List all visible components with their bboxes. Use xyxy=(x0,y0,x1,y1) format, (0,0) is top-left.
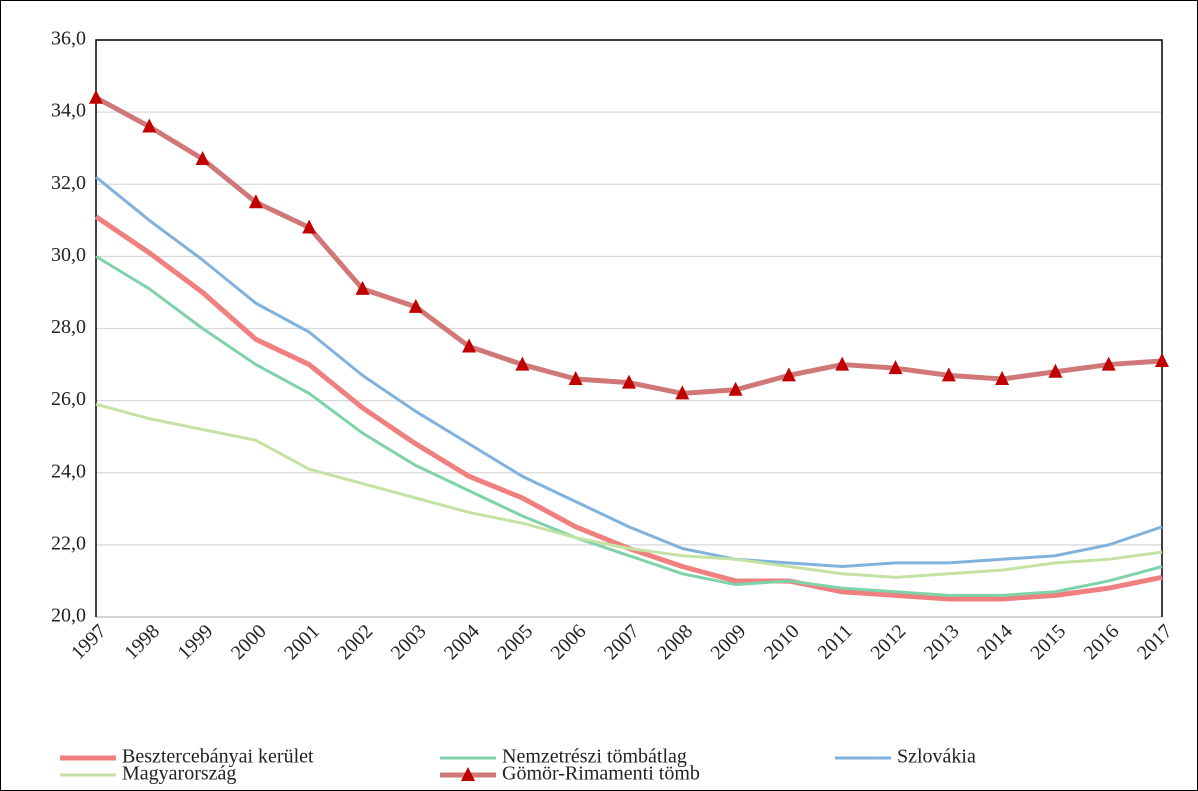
data-marker xyxy=(195,151,210,166)
plot-border xyxy=(95,39,1163,617)
y-tick-label: 22,0 xyxy=(51,532,86,554)
data-marker xyxy=(781,367,796,382)
series-line xyxy=(95,402,1163,579)
data-marker xyxy=(462,338,477,353)
data-marker xyxy=(1101,356,1116,371)
data-marker xyxy=(728,381,743,396)
data-marker xyxy=(568,370,583,385)
data-marker xyxy=(302,219,317,234)
data-marker xyxy=(89,89,103,104)
data-marker xyxy=(622,374,636,389)
data-marker xyxy=(1155,352,1169,367)
data-marker xyxy=(248,194,263,209)
legend-marker xyxy=(461,767,475,781)
legend-label: Magyarország xyxy=(122,763,236,785)
data-marker xyxy=(835,356,850,371)
legend-label: Gömör-Rimamenti tömb xyxy=(502,763,700,785)
y-tick-label: 28,0 xyxy=(51,316,86,338)
y-tick-label: 34,0 xyxy=(51,100,86,122)
legend-label: Szlovákia xyxy=(897,746,976,768)
y-tick-label: 24,0 xyxy=(51,460,86,482)
y-tick-label: 36,0 xyxy=(51,28,86,50)
data-marker xyxy=(1048,363,1063,378)
y-tick-label: 32,0 xyxy=(51,172,86,194)
data-marker xyxy=(675,385,690,400)
y-tick-label: 20,0 xyxy=(51,605,86,627)
legend-label: Besztercebányai kerület xyxy=(122,746,314,768)
data-marker xyxy=(995,370,1010,385)
data-marker xyxy=(408,298,423,313)
legend-label: Nemzetrészi tömbátlag xyxy=(502,746,687,768)
data-marker xyxy=(355,280,370,295)
data-marker xyxy=(515,356,530,371)
y-tick-label: 30,0 xyxy=(51,244,86,266)
series-line xyxy=(95,255,1163,597)
data-marker xyxy=(941,367,956,382)
y-tick-label: 26,0 xyxy=(51,388,86,410)
data-marker xyxy=(142,118,157,133)
data-marker xyxy=(888,360,903,375)
series-line xyxy=(95,175,1163,569)
